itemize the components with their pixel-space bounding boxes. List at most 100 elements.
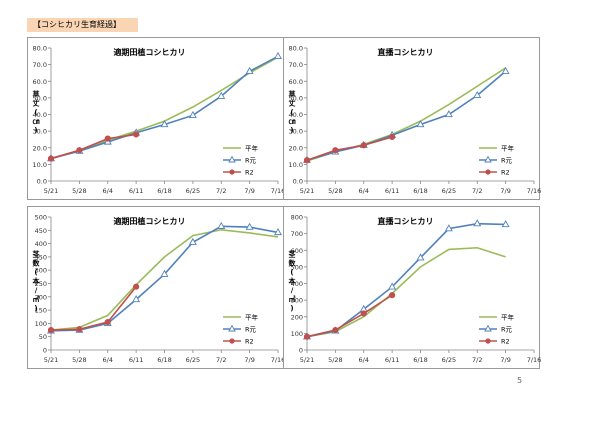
data-point-triangle [274, 51, 282, 59]
x-tick-label: 7/2 [216, 356, 226, 364]
legend-label: R2 [501, 169, 510, 177]
series-line [306, 136, 393, 161]
legend-item: R2 [223, 169, 254, 177]
y-tick-label: 40.0 [33, 111, 47, 119]
legend-marker-triangle [484, 324, 492, 332]
series-line [306, 246, 506, 338]
legend-label: 平年 [501, 313, 515, 322]
y-tick-label: 0 [43, 347, 47, 355]
y-axis-label-char: 草 [289, 90, 296, 99]
y-axis-label-char: ㎡ [33, 295, 40, 304]
x-tick-label: 5/28 [328, 356, 343, 364]
y-axis-label-char: ㎝ [289, 118, 296, 126]
x-tick-label: 5/21 [300, 187, 315, 195]
x-tick-label: 6/4 [103, 187, 113, 195]
legend-marker-triangle [228, 155, 236, 163]
legend-label: 平年 [245, 144, 259, 153]
data-point-triangle [188, 237, 197, 245]
x-tick-label: 6/25 [186, 356, 201, 364]
legend-label: R2 [501, 338, 510, 346]
legend-item: R元 [223, 155, 257, 165]
y-tick-label: 300 [291, 297, 303, 305]
y-tick-label: 200 [35, 293, 47, 301]
x-tick-label: 5/28 [72, 356, 87, 364]
data-point-circle [47, 155, 55, 162]
data-point-triangle [160, 269, 169, 277]
series-line [50, 225, 279, 332]
y-axis-label-char: 本 [32, 277, 40, 286]
x-tick-label: 6/25 [442, 187, 457, 195]
x-tick-label: 6/11 [129, 356, 144, 364]
x-tick-label: 7/16 [271, 187, 285, 195]
legend-label: R元 [501, 157, 513, 165]
chart-svg: 0.0 10.0 20.0 30.0 40.0 50.0 60.0 70.0 80.0 5/21 5… [289, 45, 542, 196]
data-point-circle [332, 326, 339, 334]
series-平年 [50, 56, 279, 160]
y-tick-label: 10.0 [289, 161, 303, 169]
series-line [306, 67, 507, 162]
legend-marker-circle [229, 338, 235, 344]
data-point-circle [76, 147, 83, 154]
legend-label: R元 [501, 326, 513, 334]
y-tick-label: 20.0 [289, 144, 303, 152]
y-tick-label: 700 [291, 230, 303, 238]
y-tick-label: 100 [291, 330, 303, 338]
y-tick-label: 30.0 [33, 128, 47, 136]
data-point-triangle [416, 253, 425, 261]
y-tick-label: 80.0 [289, 45, 303, 53]
legend-label: 平年 [501, 144, 515, 153]
y-axis-label: 茎数(本/㎡) [288, 250, 297, 313]
x-tick-label: 7/9 [244, 187, 254, 195]
y-tick-label: 0.0 [37, 178, 47, 186]
data-point-triangle [274, 228, 282, 236]
chart-panel-bottom-right: 0 100 200 300 400 500 600 700 800 5/21 5/28 6/4 6/11… [283, 206, 541, 369]
series-R2 [47, 131, 140, 162]
legend-label: R元 [245, 157, 257, 165]
legend-item: 平年 [223, 144, 259, 153]
legend-marker-circle [485, 169, 491, 175]
data-point-triangle [132, 295, 141, 303]
data-point-circle [389, 133, 396, 141]
x-tick-label: 7/2 [472, 187, 482, 195]
x-tick-label: 6/18 [157, 356, 172, 364]
series-平年 [306, 246, 506, 338]
x-tick-label: 7/16 [271, 356, 285, 364]
series-R2 [303, 133, 396, 164]
chart-panel-top-right: 0.0 10.0 20.0 30.0 40.0 50.0 60.0 70.0 80.0 5/21 5… [283, 37, 542, 200]
y-axis-label-char: 本 [288, 277, 296, 286]
y-tick-label: 50.0 [289, 94, 303, 102]
series-line [50, 286, 137, 331]
data-point-triangle [160, 120, 169, 128]
data-point-circle [47, 326, 55, 334]
y-axis-label: 草丈(㎝) [289, 90, 296, 135]
chart-svg: 0.0 10.0 20.0 30.0 40.0 50.0 60.0 70.0 80.0 5/21 5… [33, 45, 286, 196]
legend-item: 平年 [479, 144, 515, 153]
legend-item: 平年 [479, 313, 515, 322]
y-axis-label-char: / [291, 287, 294, 295]
data-point-circle [389, 292, 396, 299]
y-axis-label: 茎数(本/㎡) [32, 250, 41, 313]
chart-title: 適期田植コシヒカリ [114, 47, 186, 57]
x-tick-label: 6/4 [359, 356, 369, 364]
y-axis-label-char: ) [290, 127, 293, 135]
y-tick-label: 70.0 [33, 61, 47, 69]
data-point-circle [303, 333, 311, 340]
series-R2 [47, 283, 140, 334]
x-tick-label: 5/28 [328, 187, 343, 195]
y-axis-label-char: 数 [33, 259, 41, 268]
y-axis-label-char: 草 [33, 90, 40, 99]
legend-marker-triangle [228, 324, 236, 332]
y-axis-label-char: / [35, 287, 38, 295]
y-tick-label: 0.0 [293, 178, 303, 186]
y-tick-label: 40.0 [289, 111, 303, 119]
legend-item: R2 [223, 338, 254, 346]
x-tick-label: 7/2 [216, 187, 226, 195]
series-平年 [306, 67, 507, 162]
data-point-triangle [217, 91, 226, 99]
series-line [306, 294, 393, 338]
page-number: 5 [517, 376, 523, 385]
y-tick-label: 60.0 [289, 78, 303, 86]
x-tick-label: 6/4 [359, 187, 369, 195]
series-line [50, 228, 279, 331]
x-tick-label: 6/18 [157, 187, 172, 195]
